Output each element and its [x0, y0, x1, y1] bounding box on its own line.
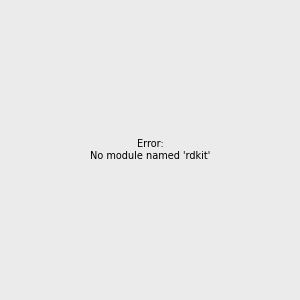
- Text: Error:
No module named 'rdkit': Error: No module named 'rdkit': [90, 139, 210, 161]
